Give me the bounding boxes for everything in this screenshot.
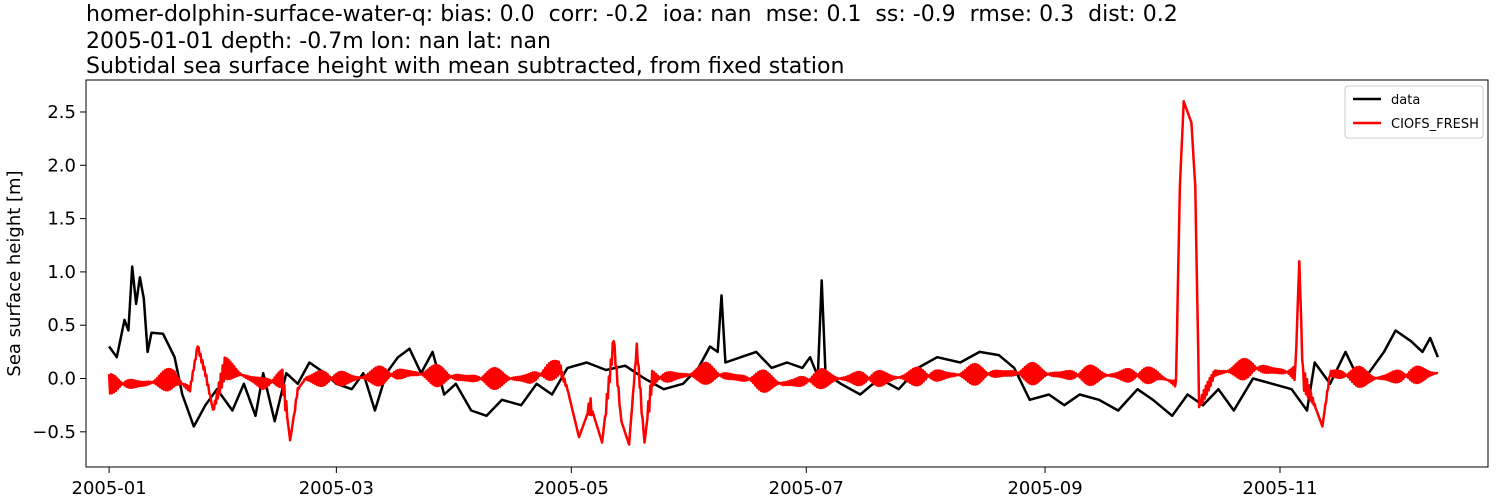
y-tick-label: 1.0 [47,262,76,283]
chart-title-location: 2005-01-01 depth: -0.7m lon: nan lat: na… [86,29,551,54]
plot-frame [85,79,1489,468]
y-tick-label: 0.0 [47,369,76,390]
series-line-ciofs-fresh [107,100,1439,446]
y-tick-label: 2.5 [47,102,76,123]
y-tick-label: 2.0 [47,155,76,176]
x-tick-label: 2005-11 [1242,478,1317,499]
chart-ticks: 2005-01 2005-03 2005-05 2005-07 2005-09 2005-… [32,102,1317,499]
x-tick-label: 2005-09 [1007,478,1082,499]
x-tick-label: 2005-07 [769,478,844,499]
y-tick-label: 0.5 [47,315,76,336]
legend-label: data [1391,93,1420,108]
x-tick-label: 2005-05 [534,478,609,499]
x-tick-label: 2005-03 [299,478,374,499]
y-tick-label: 1.5 [47,209,76,230]
x-tick-label: 2005-01 [72,478,147,499]
chart-series [107,100,1440,446]
legend: data CIOFS_FRESH [1344,85,1484,139]
y-axis-label: Sea surface height [m] [4,170,25,376]
chart-title-description: Subtidal sea surface height with mean su… [86,54,845,79]
series-line-data [108,265,1440,428]
chart-title-stats: homer-dolphin-surface-water-q: bias: 0.0… [86,2,1178,27]
legend-label: CIOFS_FRESH [1391,117,1479,132]
y-tick-label: −0.5 [32,422,76,443]
